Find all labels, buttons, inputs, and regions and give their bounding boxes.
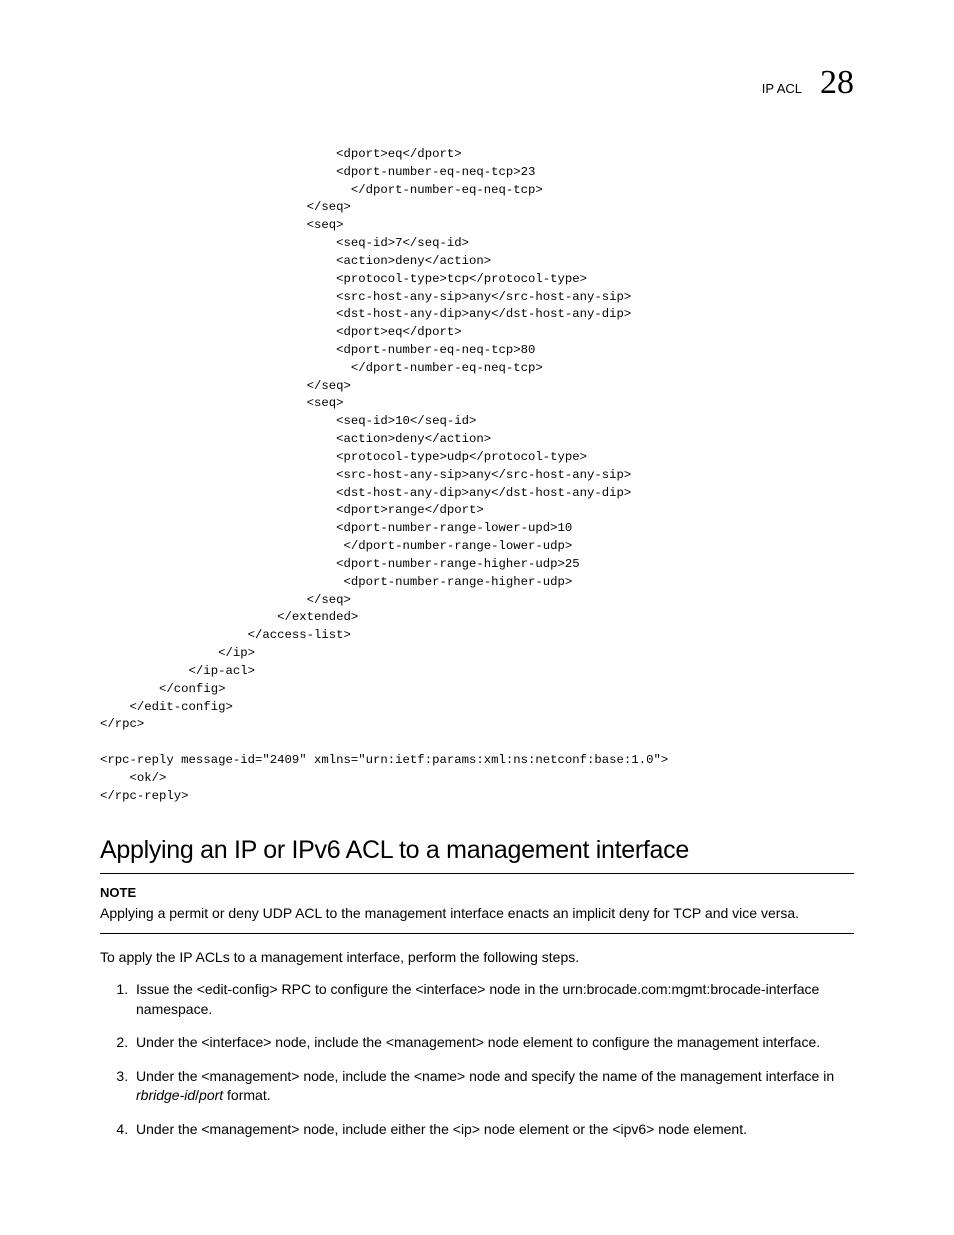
step-text: Issue the <edit-config> RPC to configure… — [136, 981, 819, 1017]
section-rule — [100, 873, 854, 874]
note-body: Applying a permit or deny UDP ACL to the… — [100, 904, 854, 924]
list-item: Issue the <edit-config> RPC to configure… — [132, 980, 854, 1019]
section-intro: To apply the IP ACLs to a management int… — [100, 948, 854, 968]
note-label: NOTE — [100, 884, 854, 902]
page: IP ACL 28 <dport>eq</dport> <dport-numbe… — [0, 0, 954, 1214]
italic-term: rbridge-id — [136, 1087, 195, 1103]
list-item: Under the <management> node, include eit… — [132, 1120, 854, 1140]
running-header-label: IP ACL — [762, 80, 802, 98]
italic-term: port — [199, 1087, 223, 1103]
steps-list: Issue the <edit-config> RPC to configure… — [100, 980, 854, 1140]
note-end-rule — [100, 933, 854, 934]
running-header: IP ACL 28 — [100, 60, 854, 106]
step-text: Under the <management> node, include eit… — [136, 1121, 747, 1137]
step-text: Under the <interface> node, include the … — [136, 1034, 820, 1050]
running-header-chapter-number: 28 — [820, 60, 854, 106]
list-item: Under the <management> node, include the… — [132, 1067, 854, 1106]
list-item: Under the <interface> node, include the … — [132, 1033, 854, 1053]
section-heading: Applying an IP or IPv6 ACL to a manageme… — [100, 834, 854, 868]
code-block: <dport>eq</dport> <dport-number-eq-neq-t… — [100, 146, 854, 806]
